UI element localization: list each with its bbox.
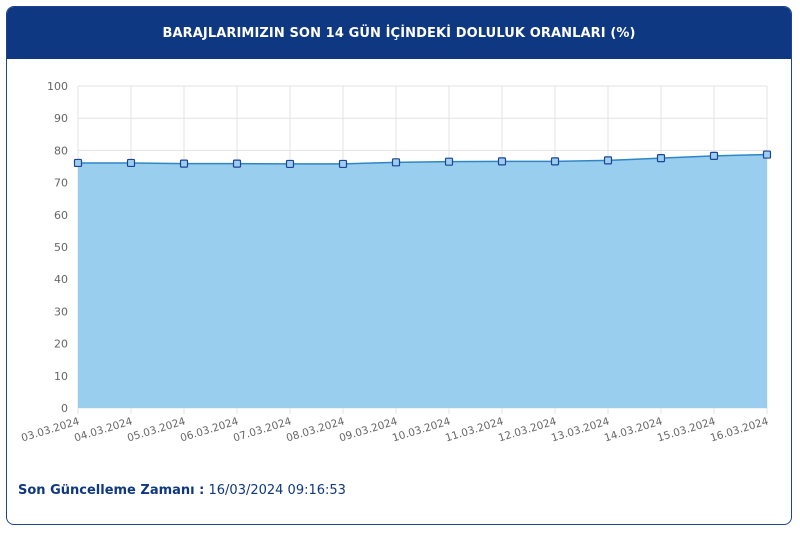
y-tick-label: 0 bbox=[61, 402, 68, 415]
x-tick-label: 11.03.2024 bbox=[444, 415, 505, 444]
data-point bbox=[73, 158, 83, 168]
last-update: Son Güncelleme Zamanı : 16/03/2024 09:16… bbox=[18, 483, 346, 498]
x-tick-label: 08.03.2024 bbox=[285, 415, 346, 444]
y-tick-label: 90 bbox=[54, 112, 68, 125]
card-header: BARAJLARIMIZIN SON 14 GÜN İÇİNDEKİ DOLUL… bbox=[7, 7, 791, 59]
x-tick-label: 16.03.2024 bbox=[709, 415, 770, 444]
y-tick-label: 40 bbox=[54, 273, 68, 286]
x-tick-label: 15.03.2024 bbox=[656, 415, 717, 444]
y-tick-label: 60 bbox=[54, 209, 68, 222]
data-point bbox=[603, 156, 613, 165]
x-tick-label: 03.03.2024 bbox=[20, 415, 81, 444]
data-point bbox=[444, 157, 454, 166]
data-point bbox=[179, 159, 189, 168]
y-tick-label: 30 bbox=[54, 305, 68, 318]
x-tick-label: 06.03.2024 bbox=[179, 415, 240, 444]
last-update-value: 16/03/2024 09:16:53 bbox=[208, 483, 346, 498]
data-point bbox=[338, 159, 348, 169]
data-point bbox=[550, 157, 560, 166]
x-tick-label: 09.03.2024 bbox=[338, 415, 399, 444]
x-tick-label: 05.03.2024 bbox=[126, 415, 187, 444]
y-tick-label: 10 bbox=[54, 370, 68, 383]
y-tick-label: 50 bbox=[54, 241, 68, 254]
chart-title: BARAJLARIMIZIN SON 14 GÜN İÇİNDEKİ DOLUL… bbox=[162, 25, 636, 41]
data-point bbox=[709, 151, 719, 160]
data-point bbox=[391, 158, 401, 167]
y-tick-label: 80 bbox=[54, 144, 68, 157]
last-update-label: Son Güncelleme Zamanı : bbox=[18, 483, 205, 498]
x-tick-label: 10.03.2024 bbox=[391, 415, 452, 444]
x-tick-label: 14.03.2024 bbox=[603, 415, 664, 444]
series-area bbox=[78, 154, 767, 408]
y-tick-label: 70 bbox=[54, 177, 68, 190]
x-tick-label: 12.03.2024 bbox=[497, 415, 558, 444]
x-tick-label: 07.03.2024 bbox=[232, 415, 293, 444]
data-point bbox=[126, 158, 136, 168]
y-tick-label: 20 bbox=[54, 338, 68, 351]
data-point bbox=[232, 159, 242, 168]
data-point bbox=[656, 154, 666, 163]
data-point bbox=[762, 150, 772, 159]
x-tick-label: 13.03.2024 bbox=[550, 415, 611, 444]
data-point bbox=[285, 159, 295, 169]
x-tick-label: 04.03.2024 bbox=[73, 415, 134, 444]
y-tick-label: 100 bbox=[47, 80, 68, 93]
series-line bbox=[78, 153, 768, 165]
data-point bbox=[497, 157, 507, 166]
